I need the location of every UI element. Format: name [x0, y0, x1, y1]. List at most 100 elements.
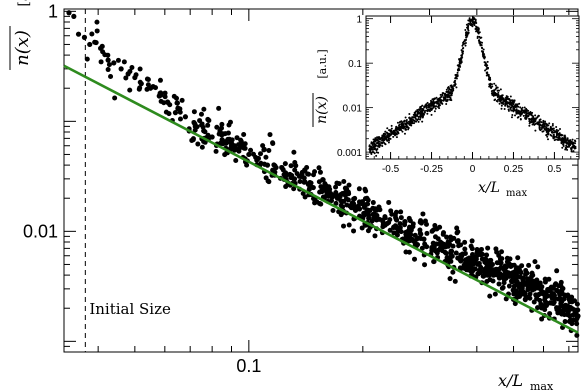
data-point	[263, 154, 269, 160]
inset-data-point	[481, 47, 484, 50]
inset-data-point	[467, 24, 470, 27]
inset-data-point	[409, 122, 412, 125]
data-point	[105, 67, 111, 73]
inset-data-point	[470, 22, 473, 25]
data-point	[98, 59, 104, 65]
inset-data-point	[410, 124, 413, 127]
data-point	[87, 41, 93, 48]
inset-data-point	[525, 107, 528, 110]
inset-data-point	[377, 141, 380, 144]
data-point	[127, 87, 133, 93]
data-point	[205, 122, 211, 128]
data-point	[540, 303, 546, 309]
data-point	[333, 200, 339, 206]
data-point	[454, 239, 460, 245]
inset-x-tick-label: -0.5	[382, 164, 400, 175]
data-point	[414, 236, 420, 242]
data-point	[329, 198, 335, 204]
inset-data-point	[450, 94, 453, 97]
inset-data-point	[522, 114, 525, 117]
inset-data-point	[470, 19, 473, 22]
inset-data-point	[429, 99, 432, 102]
inset-data-point	[409, 119, 412, 122]
data-point	[366, 215, 372, 221]
data-point	[372, 233, 378, 239]
data-point	[432, 242, 438, 248]
data-point	[92, 39, 98, 45]
inset-data-point	[393, 133, 396, 136]
data-point	[307, 180, 313, 186]
inset-data-point	[441, 94, 444, 97]
inset-data-point	[568, 144, 571, 147]
inset-data-point	[381, 144, 384, 147]
main-ylabel: n(x) [a.u.]	[9, 0, 33, 70]
inset-data-point	[503, 107, 506, 110]
inset-data-point	[371, 142, 374, 145]
data-point	[458, 258, 464, 264]
data-point	[222, 152, 228, 158]
inset-data-point	[563, 139, 566, 142]
data-point	[363, 188, 369, 194]
inset-data-point	[453, 84, 456, 87]
inset-data-point	[480, 36, 483, 39]
inset-data-point	[545, 134, 548, 137]
inset-data-point	[465, 36, 468, 39]
data-point	[341, 178, 347, 184]
data-point	[344, 202, 350, 208]
data-point	[334, 180, 340, 186]
inset-data-point	[489, 76, 492, 79]
data-point	[144, 86, 150, 92]
inset-data-point	[519, 117, 522, 120]
inset-data-point	[389, 137, 392, 140]
inset-data-point	[510, 106, 513, 109]
data-point	[464, 256, 470, 262]
data-point	[435, 236, 441, 242]
data-point	[162, 90, 168, 96]
inset-x-tick-label: 0	[470, 164, 476, 175]
inset-data-point	[460, 54, 463, 57]
inset-data-point	[536, 116, 539, 119]
inset-data-point	[492, 92, 495, 95]
inset-data-point	[414, 115, 417, 118]
inset-data-point	[387, 141, 390, 144]
inset-data-point	[523, 109, 526, 112]
data-point	[246, 151, 252, 158]
inset-data-point	[434, 107, 437, 110]
data-point	[199, 121, 205, 127]
inset-data-point	[545, 123, 548, 126]
inset-data-point	[515, 105, 518, 108]
inset-data-point	[532, 117, 535, 120]
main-ylabel-unit: [a.u.]	[16, 0, 32, 7]
data-point	[317, 189, 323, 195]
inset-data-point	[405, 118, 408, 121]
inset-data-point	[515, 110, 518, 113]
data-point	[209, 134, 215, 140]
data-point	[361, 212, 367, 218]
inset-data-point	[416, 111, 419, 114]
data-point	[282, 161, 288, 167]
data-point	[261, 147, 267, 153]
inset-data-point	[469, 20, 472, 23]
data-point	[525, 280, 531, 286]
inset-tick-labels: -0.5 -0.25 0 0.25 0.5 0.001 0.01 0.1 1	[337, 15, 562, 175]
data-point	[351, 201, 357, 207]
inset-data-point	[387, 137, 390, 140]
inset-data-point	[515, 112, 518, 115]
data-point	[365, 228, 371, 234]
inset-data-point	[482, 55, 485, 58]
data-point	[422, 241, 428, 247]
data-point	[397, 225, 403, 231]
data-point	[356, 186, 362, 192]
inset-data-point	[547, 127, 550, 130]
data-point	[266, 147, 272, 153]
data-point	[511, 274, 517, 280]
inset-data-point	[491, 85, 494, 88]
inset-data-point	[414, 117, 417, 120]
data-point	[89, 31, 95, 37]
data-point	[262, 161, 268, 167]
inset-data-point	[527, 115, 530, 118]
inset-data-point	[422, 113, 425, 116]
inset-data-point	[566, 145, 569, 148]
inset-data-point	[386, 127, 389, 130]
inset-data-point	[513, 109, 516, 112]
